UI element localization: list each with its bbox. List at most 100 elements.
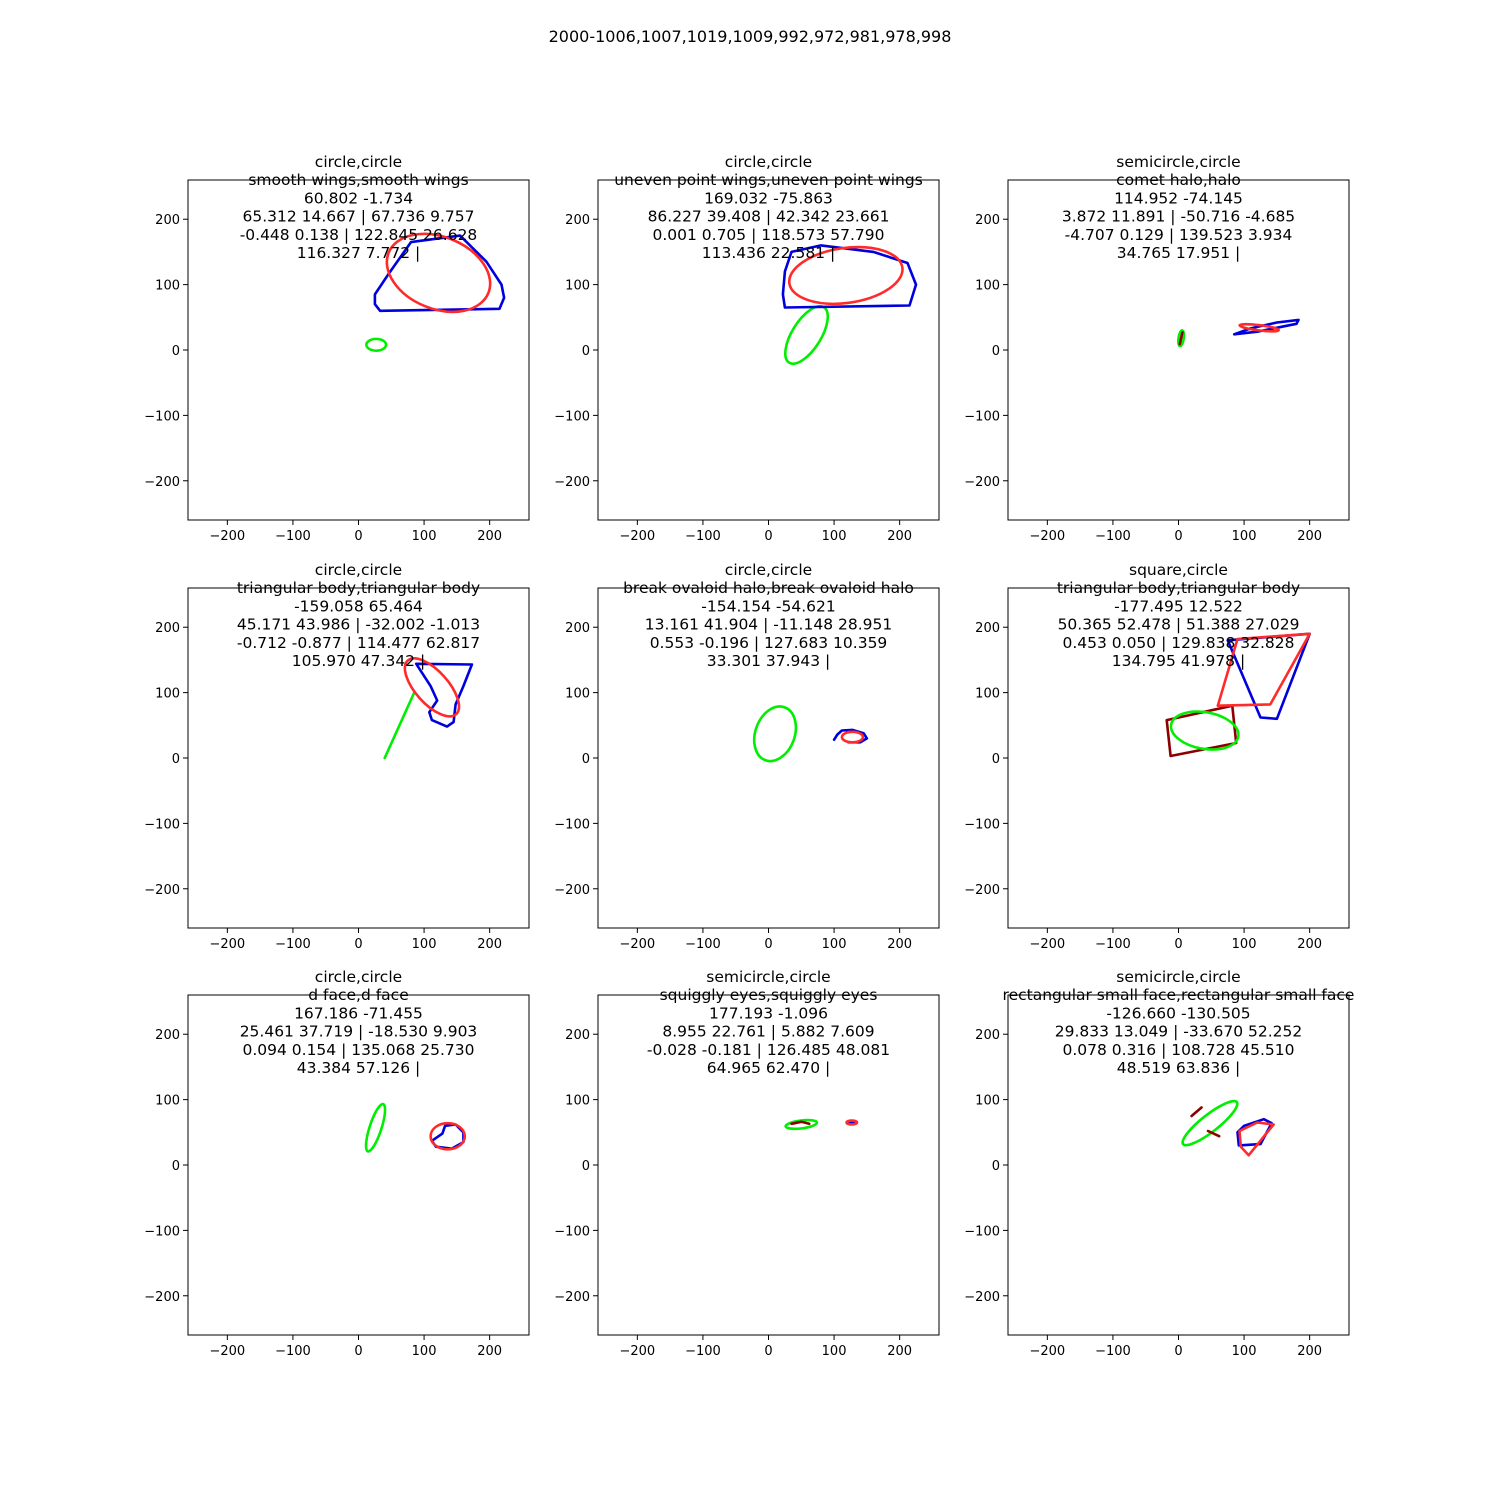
y-tick-label: 200 [155,1028,180,1043]
x-tick-label: 100 [412,937,437,952]
green-ellipse [784,1118,819,1131]
red-ellipse [403,657,461,718]
x-tick-label: −100 [685,529,721,544]
x-tick-label: −200 [209,1344,245,1359]
plot-shapes [383,657,474,760]
x-tick-label: 0 [354,529,362,544]
subplot-title-line: semicircle,circle [706,968,830,986]
x-tick-label: 0 [764,1344,772,1359]
x-tick-label: 200 [1297,1344,1322,1359]
plot-shapes [1165,632,1311,758]
subplot-grid: −200 −100 0 100 200 −200 −100 0 100 200 circle,cir… [144,153,1354,1359]
x-tick-label: 200 [887,1344,912,1359]
x-tick-label: 200 [887,937,912,952]
y-tick-label: −100 [554,817,590,832]
subplot-title-line: 0.553 -0.196 | 127.683 10.359 [650,634,888,652]
subplot-title-line: -159.058 65.464 [294,597,423,615]
y-tick-label: −200 [144,1290,180,1305]
subplot-title-line: circle,circle [315,968,402,986]
subplot-title-line: d face,d face [308,986,409,1004]
x-tick-label: 0 [1174,937,1182,952]
red-polygon [1238,1121,1275,1157]
y-tick-label: 100 [155,687,180,702]
subplot-title-line: 167.186 -71.455 [294,1004,423,1022]
subplot-title-line: 134.795 41.978 | [1112,652,1245,670]
y-tick-label: 100 [155,279,180,294]
x-tick-label: 0 [764,937,772,952]
subplot-title-line: 45.171 43.986 | -32.002 -1.013 [237,616,480,634]
subplot-title-line: 0.094 0.154 | 135.068 25.730 [242,1041,474,1059]
subplot: −200 −100 0 100 200 −200 −100 0 100 200 square,cir… [964,561,1350,952]
blue-polygon [414,662,474,728]
x-tick-label: −100 [685,937,721,952]
subplot-title-line: break ovaloid halo,break ovaloid halo [623,579,914,597]
subplot: −200 −100 0 100 200 −200 −100 0 100 200 circle,cir… [144,153,530,544]
y-tick-label: 0 [172,1159,180,1174]
red-ellipse [429,1121,467,1151]
green-polyline [383,691,416,760]
y-tick-label: −100 [144,409,180,424]
green-ellipse [784,304,830,366]
y-tick-label: −200 [144,883,180,898]
y-tick-label: 100 [155,1094,180,1109]
subplot-title-line: 33.301 37.943 | [707,652,831,670]
blue-polygon [1236,1117,1273,1147]
y-tick-label: 100 [975,279,1000,294]
subplot-title-line: 177.193 -1.096 [709,1004,828,1022]
darkred-polyline [1178,330,1184,346]
y-tick-label: 0 [172,752,180,767]
plot-shapes [364,1102,467,1153]
subplot-title-line: 64.965 62.470 | [707,1059,831,1077]
x-tick-label: 100 [412,1344,437,1359]
y-tick-label: −200 [964,883,1000,898]
x-tick-label: −100 [1095,1344,1131,1359]
y-tick-label: −200 [554,1290,590,1305]
y-tick-label: 100 [975,687,1000,702]
subplot-title-line: circle,circle [725,153,812,171]
subplot-title-line: semicircle,circle [1116,153,1240,171]
plot-shapes [781,244,918,366]
y-tick-label: 200 [155,213,180,228]
x-tick-label: −200 [1029,529,1065,544]
subplot-title-line: uneven point wings,uneven point wings [614,171,923,189]
subplot-title-line: -177.495 12.522 [1114,597,1243,615]
y-tick-label: 0 [582,752,590,767]
y-tick-label: −100 [554,409,590,424]
subplot-title-line: 25.461 37.719 | -18.530 9.903 [240,1023,478,1041]
y-tick-label: 100 [975,1094,1000,1109]
subplot: −200 −100 0 100 200 −200 −100 0 100 200 circle,cir… [554,561,940,952]
x-tick-label: 100 [822,937,847,952]
x-tick-label: 0 [354,937,362,952]
subplot-title-line: -126.660 -130.505 [1106,1004,1250,1022]
subplot-title-line: circle,circle [315,153,402,171]
y-tick-label: −100 [964,817,1000,832]
red-polygon [1216,632,1311,708]
y-tick-label: −100 [554,1224,590,1239]
x-tick-label: 100 [822,1344,847,1359]
y-tick-label: 0 [582,344,590,359]
green-ellipse [365,337,388,352]
subplot-title-line: square,circle [1129,561,1228,579]
plot-shapes [752,705,869,763]
subplot-title-line: triangular body,triangular body [237,579,480,597]
x-tick-label: −100 [275,1344,311,1359]
subplot: −200 −100 0 100 200 −200 −100 0 100 200 semicircle… [554,968,940,1359]
x-tick-label: 0 [1174,529,1182,544]
subplot-title-line: -4.707 0.129 | 139.523 3.934 [1065,226,1293,244]
y-tick-label: 200 [565,621,590,636]
y-tick-label: 200 [155,621,180,636]
x-tick-label: −200 [209,529,245,544]
y-tick-label: −200 [964,1290,1000,1305]
x-tick-label: 200 [477,529,502,544]
y-tick-label: −100 [964,1224,1000,1239]
y-tick-label: −100 [964,409,1000,424]
subplot-title-line: circle,circle [315,561,402,579]
subplot-title-line: 13.161 41.904 | -11.148 28.951 [645,616,892,634]
x-tick-label: 100 [1232,1344,1257,1359]
x-tick-label: 200 [477,1344,502,1359]
subplot-title-line: triangular body,triangular body [1057,579,1300,597]
x-tick-label: −200 [1029,937,1065,952]
plot-shapes [784,1118,859,1131]
subplot-title-line: rectangular small face,rectangular small… [1003,986,1355,1004]
subplot-title-line: 65.312 14.667 | 67.736 9.757 [242,208,474,226]
